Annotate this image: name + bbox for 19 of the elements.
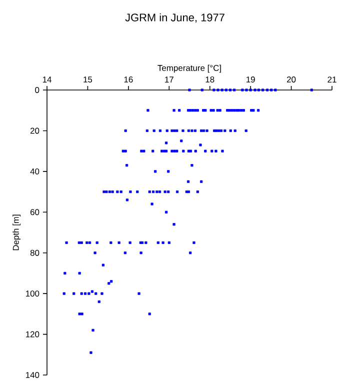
y-tick-label: 120 [26,331,40,338]
y-tick-label: 0 [35,87,40,93]
x-tick-label: 21 [328,76,336,82]
y-tick-label: 40 [30,168,40,174]
x-tick-label: 16 [124,76,133,82]
x-tick-label: 15 [84,76,92,82]
y-tick-label: 100 [26,290,40,297]
x-tick-label: 18 [206,76,214,82]
y-tick-label: 60 [30,209,40,216]
chart-title: JGRM in June, 1977 [125,13,224,23]
y-tick-label: 140 [26,372,40,378]
x-tick-label: 19 [246,76,255,82]
y-tick-label: 80 [30,250,40,256]
x-tick-label: 20 [286,76,296,82]
x-tick-label: 17 [165,76,174,82]
y-tick-label: 20 [30,128,40,134]
x-tick-label: 14 [42,76,52,82]
x-axis-title: Temperature [°C] [158,64,221,73]
y-axis-title: Depth [m] [12,214,21,250]
